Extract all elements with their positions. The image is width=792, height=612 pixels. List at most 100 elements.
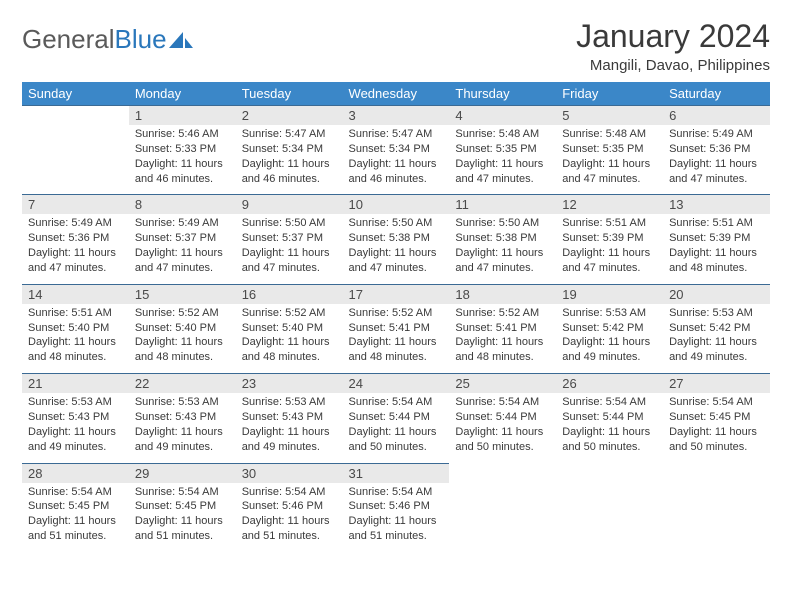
sunset-text: Sunset: 5:37 PM xyxy=(135,231,230,246)
day-number: 9 xyxy=(236,195,343,214)
page-header: GeneralBlue January 2024 Mangili, Davao,… xyxy=(22,18,770,74)
calendar-cell: 15Sunrise: 5:52 AMSunset: 5:40 PMDayligh… xyxy=(129,284,236,373)
sunset-text: Sunset: 5:46 PM xyxy=(349,499,444,514)
sunset-text: Sunset: 5:37 PM xyxy=(242,231,337,246)
day-header: Monday xyxy=(129,82,236,106)
day-body: Sunrise: 5:53 AMSunset: 5:43 PMDaylight:… xyxy=(129,393,236,462)
day-body: Sunrise: 5:48 AMSunset: 5:35 PMDaylight:… xyxy=(556,125,663,194)
day-number: 31 xyxy=(343,464,450,483)
sunset-text: Sunset: 5:35 PM xyxy=(455,142,550,157)
calendar-cell: 8Sunrise: 5:49 AMSunset: 5:37 PMDaylight… xyxy=(129,195,236,284)
calendar-cell: 10Sunrise: 5:50 AMSunset: 5:38 PMDayligh… xyxy=(343,195,450,284)
sunset-text: Sunset: 5:41 PM xyxy=(455,321,550,336)
day-body: Sunrise: 5:50 AMSunset: 5:38 PMDaylight:… xyxy=(449,214,556,283)
day-number: 15 xyxy=(129,285,236,304)
day-body: Sunrise: 5:53 AMSunset: 5:42 PMDaylight:… xyxy=(663,304,770,373)
day-body: Sunrise: 5:54 AMSunset: 5:44 PMDaylight:… xyxy=(449,393,556,462)
sunrise-text: Sunrise: 5:48 AM xyxy=(455,127,550,142)
daylight-text: Daylight: 11 hours and 47 minutes. xyxy=(28,246,123,276)
location-label: Mangili, Davao, Philippines xyxy=(576,57,770,74)
calendar-cell: 3Sunrise: 5:47 AMSunset: 5:34 PMDaylight… xyxy=(343,106,450,195)
day-body: Sunrise: 5:49 AMSunset: 5:36 PMDaylight:… xyxy=(22,214,129,283)
sunset-text: Sunset: 5:45 PM xyxy=(28,499,123,514)
sunset-text: Sunset: 5:41 PM xyxy=(349,321,444,336)
sunrise-text: Sunrise: 5:54 AM xyxy=(135,485,230,500)
sunrise-text: Sunrise: 5:47 AM xyxy=(242,127,337,142)
day-body: Sunrise: 5:51 AMSunset: 5:39 PMDaylight:… xyxy=(556,214,663,283)
daylight-text: Daylight: 11 hours and 50 minutes. xyxy=(349,425,444,455)
daylight-text: Daylight: 11 hours and 48 minutes. xyxy=(28,335,123,365)
daylight-text: Daylight: 11 hours and 51 minutes. xyxy=(349,514,444,544)
calendar-cell: . xyxy=(663,463,770,552)
calendar-cell: 11Sunrise: 5:50 AMSunset: 5:38 PMDayligh… xyxy=(449,195,556,284)
day-body: Sunrise: 5:47 AMSunset: 5:34 PMDaylight:… xyxy=(343,125,450,194)
daylight-text: Daylight: 11 hours and 49 minutes. xyxy=(242,425,337,455)
sunrise-text: Sunrise: 5:49 AM xyxy=(669,127,764,142)
sunrise-text: Sunrise: 5:54 AM xyxy=(455,395,550,410)
sunrise-text: Sunrise: 5:51 AM xyxy=(562,216,657,231)
calendar-cell: 22Sunrise: 5:53 AMSunset: 5:43 PMDayligh… xyxy=(129,374,236,463)
day-number: 17 xyxy=(343,285,450,304)
sunrise-text: Sunrise: 5:53 AM xyxy=(135,395,230,410)
calendar-cell: 25Sunrise: 5:54 AMSunset: 5:44 PMDayligh… xyxy=(449,374,556,463)
day-header: Sunday xyxy=(22,82,129,106)
calendar-cell: 24Sunrise: 5:54 AMSunset: 5:44 PMDayligh… xyxy=(343,374,450,463)
calendar-cell: 1Sunrise: 5:46 AMSunset: 5:33 PMDaylight… xyxy=(129,106,236,195)
sunrise-text: Sunrise: 5:52 AM xyxy=(242,306,337,321)
sunrise-text: Sunrise: 5:51 AM xyxy=(28,306,123,321)
day-number: 1 xyxy=(129,106,236,125)
sunrise-text: Sunrise: 5:54 AM xyxy=(349,485,444,500)
day-body: Sunrise: 5:53 AMSunset: 5:42 PMDaylight:… xyxy=(556,304,663,373)
day-body: Sunrise: 5:54 AMSunset: 5:45 PMDaylight:… xyxy=(22,483,129,552)
day-body: Sunrise: 5:49 AMSunset: 5:36 PMDaylight:… xyxy=(663,125,770,194)
daylight-text: Daylight: 11 hours and 48 minutes. xyxy=(135,335,230,365)
calendar-cell: 18Sunrise: 5:52 AMSunset: 5:41 PMDayligh… xyxy=(449,284,556,373)
sunrise-text: Sunrise: 5:53 AM xyxy=(28,395,123,410)
day-header: Thursday xyxy=(449,82,556,106)
day-number: 18 xyxy=(449,285,556,304)
sunset-text: Sunset: 5:44 PM xyxy=(455,410,550,425)
day-body: Sunrise: 5:54 AMSunset: 5:46 PMDaylight:… xyxy=(343,483,450,552)
calendar-cell: 29Sunrise: 5:54 AMSunset: 5:45 PMDayligh… xyxy=(129,463,236,552)
day-body: Sunrise: 5:52 AMSunset: 5:40 PMDaylight:… xyxy=(129,304,236,373)
daylight-text: Daylight: 11 hours and 49 minutes. xyxy=(669,335,764,365)
day-number: 14 xyxy=(22,285,129,304)
calendar-cell: . xyxy=(22,106,129,195)
day-number: 27 xyxy=(663,374,770,393)
logo-text-2: Blue xyxy=(115,24,167,55)
day-number: 13 xyxy=(663,195,770,214)
day-number: 20 xyxy=(663,285,770,304)
day-body: Sunrise: 5:53 AMSunset: 5:43 PMDaylight:… xyxy=(22,393,129,462)
day-number: 25 xyxy=(449,374,556,393)
sunset-text: Sunset: 5:34 PM xyxy=(242,142,337,157)
daylight-text: Daylight: 11 hours and 47 minutes. xyxy=(562,246,657,276)
sunset-text: Sunset: 5:43 PM xyxy=(135,410,230,425)
calendar-cell: 14Sunrise: 5:51 AMSunset: 5:40 PMDayligh… xyxy=(22,284,129,373)
day-number: 6 xyxy=(663,106,770,125)
title-block: January 2024 Mangili, Davao, Philippines xyxy=(576,18,770,74)
sunrise-text: Sunrise: 5:47 AM xyxy=(349,127,444,142)
day-number: 22 xyxy=(129,374,236,393)
daylight-text: Daylight: 11 hours and 49 minutes. xyxy=(28,425,123,455)
daylight-text: Daylight: 11 hours and 47 minutes. xyxy=(455,157,550,187)
day-body: Sunrise: 5:52 AMSunset: 5:41 PMDaylight:… xyxy=(449,304,556,373)
calendar-week-row: 21Sunrise: 5:53 AMSunset: 5:43 PMDayligh… xyxy=(22,374,770,463)
day-body: Sunrise: 5:54 AMSunset: 5:44 PMDaylight:… xyxy=(556,393,663,462)
daylight-text: Daylight: 11 hours and 46 minutes. xyxy=(242,157,337,187)
daylight-text: Daylight: 11 hours and 46 minutes. xyxy=(349,157,444,187)
day-header-row: Sunday Monday Tuesday Wednesday Thursday… xyxy=(22,82,770,106)
sunrise-text: Sunrise: 5:54 AM xyxy=(28,485,123,500)
sunset-text: Sunset: 5:43 PM xyxy=(242,410,337,425)
sunset-text: Sunset: 5:42 PM xyxy=(562,321,657,336)
day-header: Wednesday xyxy=(343,82,450,106)
day-body: Sunrise: 5:53 AMSunset: 5:43 PMDaylight:… xyxy=(236,393,343,462)
day-number: 7 xyxy=(22,195,129,214)
day-number: 24 xyxy=(343,374,450,393)
calendar-cell: 13Sunrise: 5:51 AMSunset: 5:39 PMDayligh… xyxy=(663,195,770,284)
sunrise-text: Sunrise: 5:50 AM xyxy=(455,216,550,231)
day-body: Sunrise: 5:50 AMSunset: 5:38 PMDaylight:… xyxy=(343,214,450,283)
calendar-cell: 23Sunrise: 5:53 AMSunset: 5:43 PMDayligh… xyxy=(236,374,343,463)
daylight-text: Daylight: 11 hours and 50 minutes. xyxy=(455,425,550,455)
day-number: 3 xyxy=(343,106,450,125)
sunset-text: Sunset: 5:38 PM xyxy=(455,231,550,246)
